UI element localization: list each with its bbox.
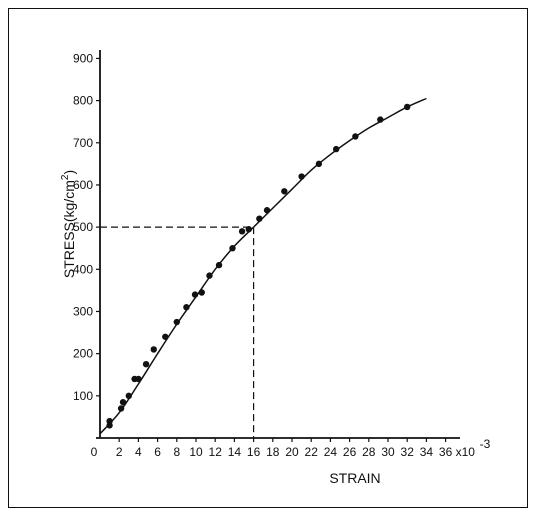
data-point	[183, 304, 190, 311]
data-point	[238, 228, 246, 235]
x-tick-label: 14	[228, 445, 242, 459]
data-point	[162, 333, 169, 340]
y-axis-title-main: STRESS(kg/cm	[61, 180, 77, 278]
data-point	[315, 160, 323, 168]
data-point	[135, 375, 142, 383]
x-tick-label: 24	[324, 445, 338, 459]
y-axis-title-superscript: 2	[60, 174, 71, 180]
data-point	[125, 392, 132, 400]
y-tick-label: 300	[73, 304, 93, 318]
x-axis-title: STRAIN	[329, 470, 380, 486]
data-point	[215, 261, 223, 269]
y-tick-label: 200	[73, 347, 93, 361]
data-point	[377, 116, 384, 123]
data-point	[191, 291, 199, 298]
data-point	[256, 215, 263, 222]
x-tick-label: 30	[381, 445, 395, 459]
data-point	[117, 405, 125, 412]
x-tick-label: 4	[135, 445, 142, 459]
data-point	[298, 173, 305, 180]
data-point	[142, 360, 150, 368]
data-point	[119, 398, 127, 406]
x-axis-exponent-superscript: -3	[480, 437, 491, 451]
x-tick-label: 16	[247, 445, 261, 459]
data-point	[206, 272, 213, 279]
x-tick-label: 18	[266, 445, 280, 459]
x-tick-label: 22	[305, 445, 319, 459]
y-tick-label: 600	[73, 178, 93, 192]
x-tick-label: 0	[91, 445, 98, 459]
data-point	[263, 207, 271, 214]
data-point	[229, 245, 236, 252]
y-axis-title-close: )	[61, 170, 77, 175]
y-tick-label: 500	[73, 220, 93, 234]
x-tick-label: 2	[116, 445, 123, 459]
data-point	[352, 133, 359, 140]
figure-frame	[8, 8, 528, 508]
data-point	[281, 188, 288, 195]
data-point	[245, 226, 252, 233]
y-tick-label: 100	[73, 389, 93, 403]
data-point	[106, 417, 113, 425]
data-point	[198, 289, 205, 296]
x-tick-label: 6	[154, 445, 161, 459]
x-tick-label: 28	[362, 445, 376, 459]
y-tick-label: 700	[73, 136, 93, 150]
y-tick-label: 400	[73, 262, 93, 276]
data-point	[404, 103, 411, 111]
x-tick-label: 36	[439, 445, 453, 459]
data-point	[150, 346, 157, 353]
x-tick-label: 10	[189, 445, 203, 459]
y-tick-label: 900	[73, 51, 93, 65]
data-point	[332, 145, 340, 153]
x-tick-label: 26	[343, 445, 357, 459]
y-axis-title: STRESS(kg/cm2)	[60, 170, 77, 278]
x-tick-label: 12	[209, 445, 223, 459]
y-tick-label: 800	[73, 94, 93, 108]
x-tick-label: 34	[420, 445, 434, 459]
fitted-curve	[99, 97, 427, 435]
x-tick-label: 20	[285, 445, 299, 459]
data-point	[173, 318, 180, 326]
x-tick-label: 8	[173, 445, 180, 459]
x-axis-exponent: x10	[456, 445, 476, 459]
x-tick-label: 32	[401, 445, 415, 459]
